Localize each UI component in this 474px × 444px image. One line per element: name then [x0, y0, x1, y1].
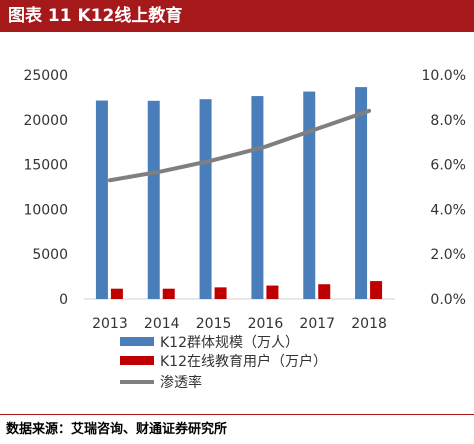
bar-k12-online-users — [162, 288, 175, 299]
bar-k12-population — [355, 87, 368, 299]
bar-k12-population — [251, 96, 264, 299]
y-right-tick-label: 4.0% — [430, 202, 466, 218]
y-right-tick-label: 6.0% — [430, 158, 466, 174]
figure-title: 图表 11 K12线上教育 — [0, 0, 474, 32]
bar-k12-population — [95, 100, 108, 299]
bar-k12-online-users — [318, 284, 331, 299]
legend-label: 渗透率 — [160, 374, 202, 391]
source-note: 数据来源：艾瑞咨询、财通证券研究所 — [6, 422, 228, 437]
y-left-tick-label: 0 — [59, 292, 68, 308]
legend-swatch — [120, 356, 154, 365]
x-tick-label: 2014 — [144, 316, 180, 332]
y-right-tick-label: 0.0% — [430, 292, 466, 308]
chart: 0 5000 10000 15000 20000 25000 0.0% 2.0% 4.0% 6.0… — [23, 68, 466, 391]
y-left-tick-label: 15000 — [23, 158, 68, 174]
y-left-tick-label: 10000 — [23, 202, 68, 218]
bar-k12-online-users — [266, 285, 279, 299]
x-tick-label: 2013 — [92, 316, 128, 332]
y-right-tick-label: 8.0% — [430, 113, 466, 129]
bar-k12-online-users — [214, 287, 227, 299]
bar-k12-population — [199, 99, 212, 299]
bar-k12-population — [147, 100, 160, 299]
line-penetration-rate — [107, 108, 372, 183]
y-right-tick-label: 10.0% — [422, 68, 466, 84]
legend-label: K12群体规模（万人） — [160, 335, 299, 351]
bar-k12-online-users — [110, 288, 123, 299]
y-left-tick-label: 5000 — [32, 247, 68, 263]
y-right-tick-label: 2.0% — [430, 247, 466, 263]
y-left-tick-label: 20000 — [23, 113, 68, 129]
x-tick-label: 2016 — [248, 316, 284, 332]
x-tick-label: 2018 — [351, 316, 387, 332]
x-tick-label: 2017 — [299, 316, 335, 332]
y-left-tick-label: 25000 — [23, 68, 68, 84]
source-divider — [0, 414, 474, 415]
bar-k12-online-users — [370, 281, 383, 299]
x-tick-label: 2015 — [196, 316, 232, 332]
bar-k12-population — [303, 91, 316, 299]
legend-label: K12在线教育用户（万户） — [160, 353, 327, 370]
legend-swatch — [120, 337, 154, 346]
